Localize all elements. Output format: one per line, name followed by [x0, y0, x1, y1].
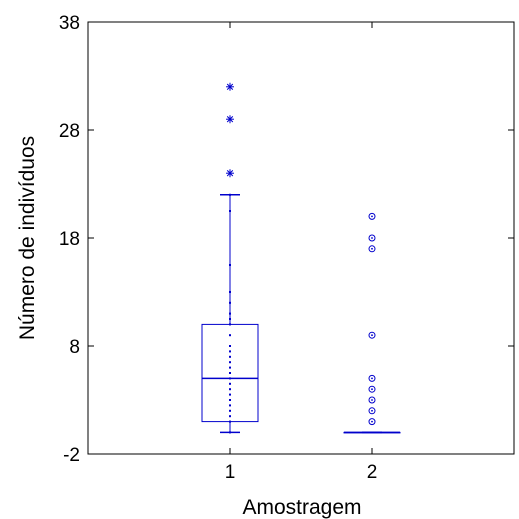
data-point	[229, 345, 231, 347]
outlier-point	[368, 331, 376, 339]
data-point	[229, 382, 231, 385]
data-point	[229, 431, 231, 434]
y-tick-label: 18	[59, 229, 80, 250]
y-axis: -2 8 18 28 38	[59, 13, 514, 466]
outlier-point	[368, 418, 376, 426]
x-axis-title: Amostragem	[242, 496, 361, 519]
data-point	[229, 355, 231, 358]
data-point	[229, 393, 231, 396]
x-tick-label: 2	[367, 462, 378, 483]
data-point	[229, 372, 231, 374]
data-point	[229, 388, 231, 391]
outlier-point	[226, 82, 234, 91]
data-point	[229, 301, 231, 304]
y-tick-label: -2	[63, 445, 80, 466]
outlier-point	[368, 374, 376, 382]
data-point	[229, 366, 231, 369]
y-axis-title: Número de indivíduos	[16, 136, 39, 340]
outlier-point	[368, 396, 376, 404]
data-point	[229, 318, 231, 320]
data-point	[229, 323, 231, 326]
data-point	[229, 210, 231, 212]
y-tick-label: 8	[69, 337, 80, 358]
outlier-point	[368, 234, 376, 242]
data-point	[229, 312, 231, 315]
plot-area	[87, 21, 515, 455]
data-point	[229, 264, 231, 266]
box-2	[343, 212, 401, 434]
outlier-point	[368, 212, 376, 220]
data-point	[229, 415, 231, 418]
y-tick-label: 38	[59, 13, 80, 34]
box-series	[201, 82, 401, 434]
outlier-point	[226, 115, 234, 124]
data-point	[229, 334, 231, 337]
data-point	[229, 291, 231, 293]
y-tick-label: 28	[59, 121, 80, 142]
data-point	[229, 350, 231, 353]
data-point	[229, 404, 231, 407]
data-point	[229, 409, 231, 412]
box-1	[201, 82, 259, 434]
outlier-point	[368, 245, 376, 253]
data-point	[229, 420, 231, 423]
outlier-point	[226, 169, 234, 178]
outlier-point	[368, 385, 376, 393]
outlier-point	[368, 407, 376, 415]
data-point	[229, 361, 231, 364]
data-point	[229, 377, 231, 380]
x-tick-label: 1	[225, 462, 236, 483]
data-point	[229, 193, 231, 196]
data-point	[229, 399, 231, 401]
